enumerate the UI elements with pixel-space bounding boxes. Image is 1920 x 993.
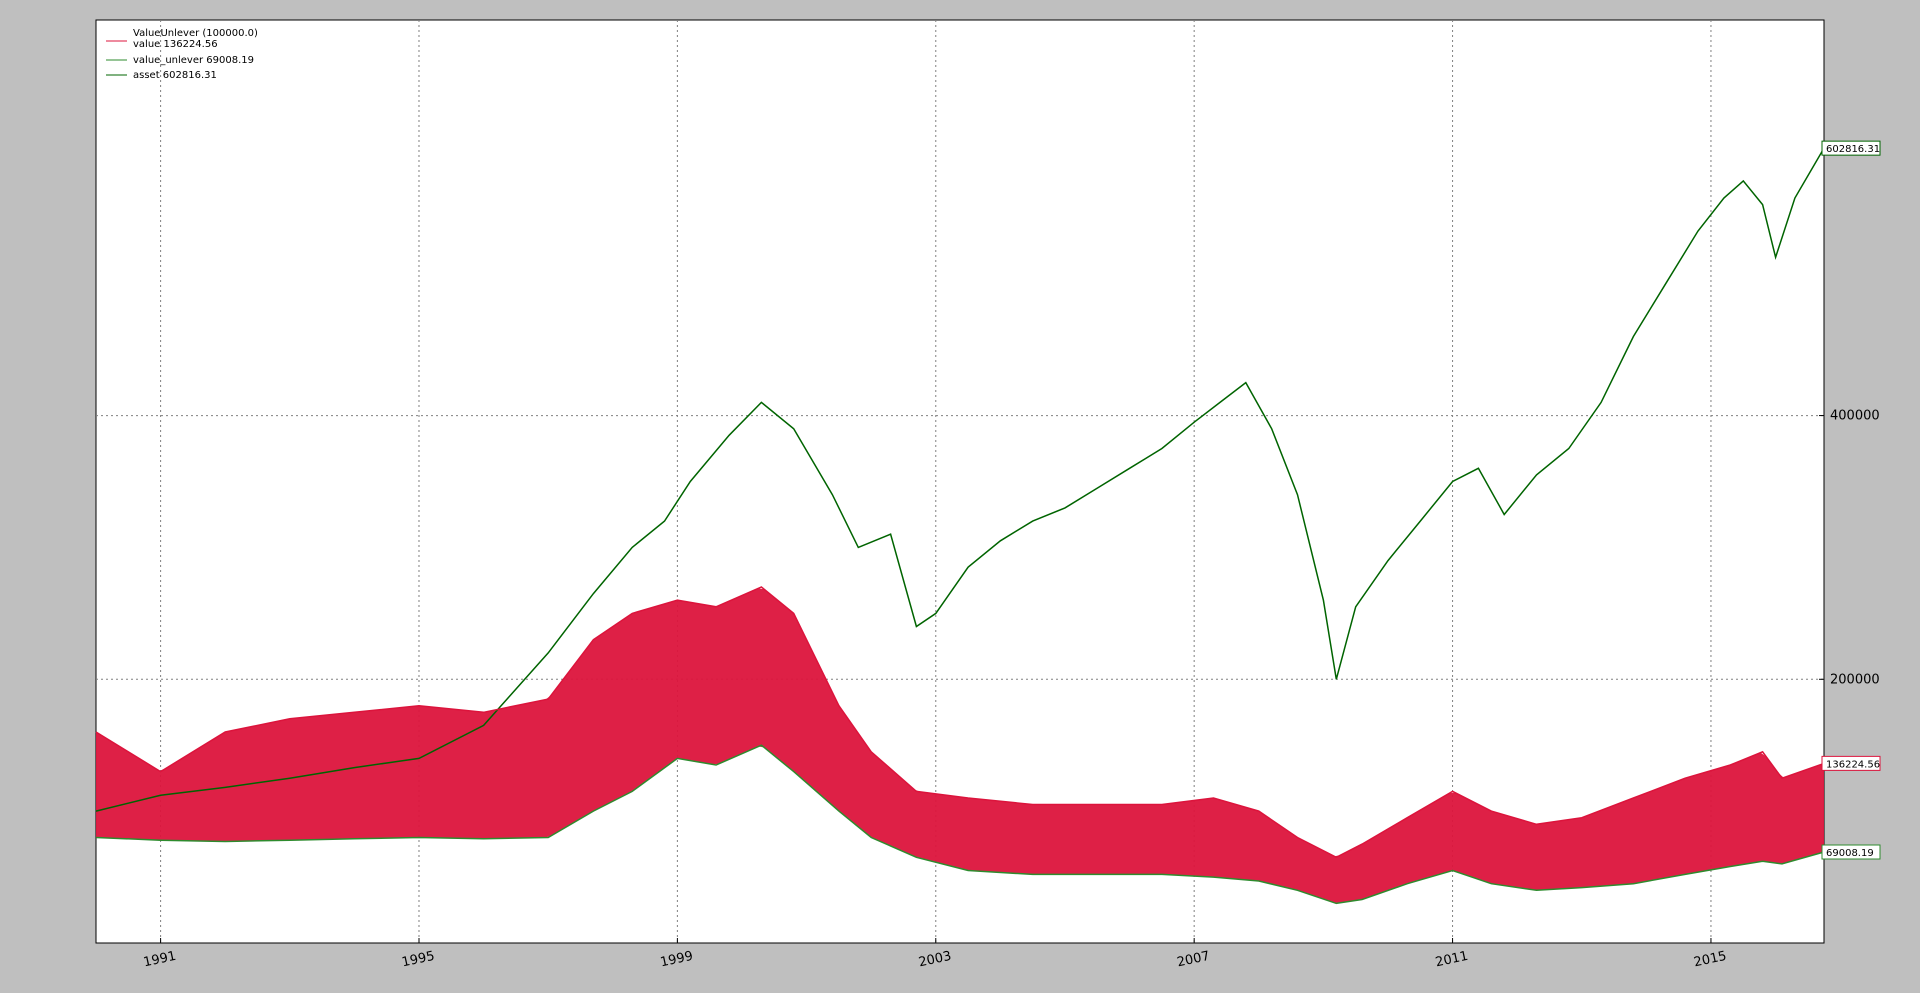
legend: ValueUnlever (100000.0) value 136224.56 …	[106, 28, 258, 81]
last-value-tag-label: 602816.31	[1826, 144, 1880, 155]
last-value-tags: 602816.31 136224.56 69008.19	[1821, 140, 1881, 860]
last-value-tag-label: 69008.19	[1826, 848, 1874, 859]
x-axis: 1991 1995 1999 2003 2007 2011 2015	[142, 938, 1728, 970]
value-band	[96, 588, 1824, 903]
series-lines	[95, 147, 1825, 905]
series-line-asset	[95, 147, 1825, 812]
x-tick-label: 2007	[1176, 949, 1211, 971]
last-value-tag-label: 136224.56	[1826, 759, 1880, 770]
x-tick-label: 1991	[142, 949, 177, 971]
legend-entry-value-unlever: value_unlever 69008.19	[133, 55, 254, 66]
legend-entry-value: value 136224.56	[133, 39, 218, 50]
x-tick-label: 1995	[401, 949, 436, 971]
y-tick-label: 200000	[1830, 672, 1880, 687]
x-tick-label: 1999	[659, 949, 694, 971]
series-line-value-unlever	[95, 744, 1825, 905]
value-band-fill	[96, 588, 1824, 903]
x-tick-label: 2015	[1692, 949, 1727, 971]
series-line-value	[95, 586, 1825, 859]
legend-header: ValueUnlever (100000.0)	[133, 28, 258, 39]
legend-entry-asset: asset 602816.31	[133, 70, 217, 81]
last-value-tag: 136224.56	[1821, 755, 1881, 771]
last-value-tag: 602816.31	[1821, 140, 1881, 156]
y-axis: 200000 400000	[1819, 409, 1880, 687]
x-tick-label: 2011	[1434, 949, 1469, 971]
x-tick-label: 2003	[917, 949, 952, 971]
last-value-tag: 69008.19	[1821, 844, 1881, 860]
y-tick-label: 400000	[1830, 409, 1880, 424]
